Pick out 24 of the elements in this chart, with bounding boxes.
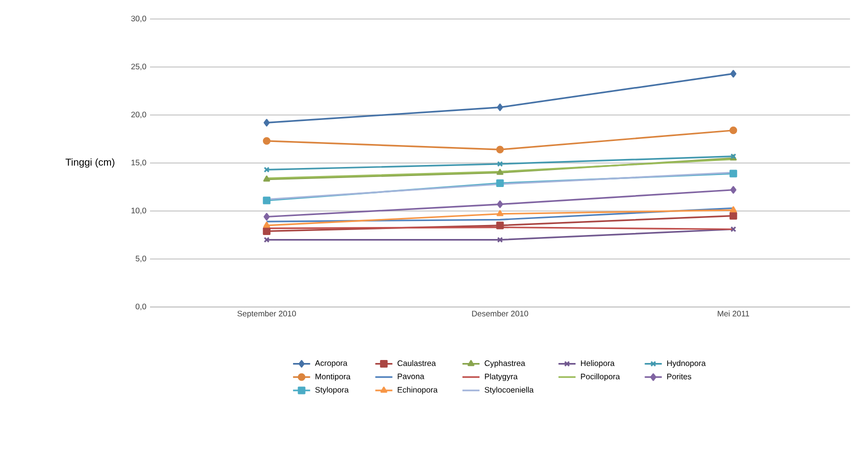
legend-label: Platygyra	[484, 373, 518, 381]
legend-label: Acropora	[314, 360, 348, 368]
legend-label: Stylocoeniella	[484, 386, 534, 394]
y-tick-label: 25,0	[131, 64, 146, 70]
y-tick-label: 30,0	[131, 16, 146, 22]
legend-label: Porites	[667, 373, 692, 380]
legend-label: Stylopora	[315, 386, 349, 394]
y-tick-label: 10,0	[132, 208, 146, 214]
x-tick-label: Mei 2011	[718, 310, 750, 316]
x-tick-label: September 2010	[237, 310, 296, 318]
y-tick-label: 0,0	[136, 304, 146, 310]
legend-label: Hydnopora	[667, 360, 706, 368]
y-tick-label: 20,0	[131, 112, 146, 118]
legend-label: Pocillopora	[581, 373, 620, 381]
legend-label: Pavona	[398, 374, 424, 380]
y-axis-title: Tinggi (cm)	[66, 158, 114, 168]
legend-label: Montipora	[316, 373, 351, 381]
y-tick-label: 5,0	[136, 256, 146, 262]
legend-label: Heliopora	[581, 360, 615, 368]
legend-label: Echinopora	[398, 386, 438, 394]
y-tick-label: 15,0	[132, 160, 146, 166]
x-tick-label: Desember 2010	[472, 310, 528, 316]
legend-label: Caulastrea	[398, 360, 436, 366]
legend-label: Cyphastrea	[484, 360, 526, 368]
